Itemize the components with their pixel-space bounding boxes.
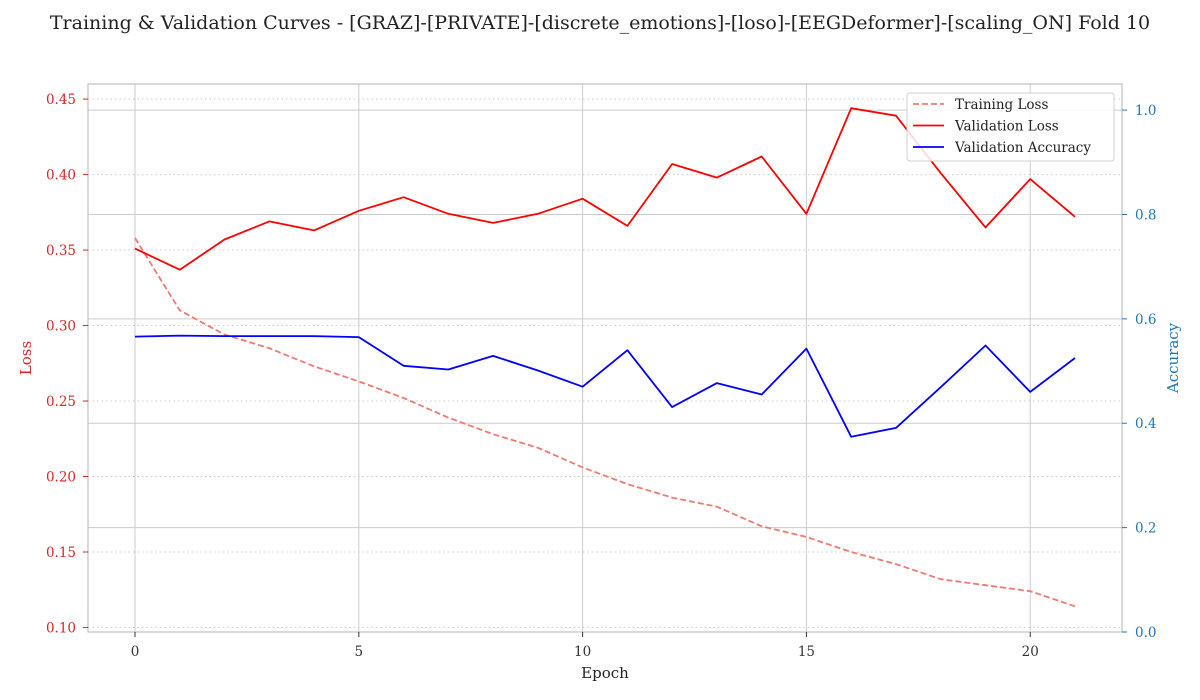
left-y-tick-label: 0.25 [46,394,76,410]
x-tick-label: 5 [355,644,364,660]
x-axis-label: Epoch [581,664,629,682]
x-tick-label: 15 [798,644,815,660]
legend-label: Validation Loss [954,119,1059,135]
x-axis: 0 5 10 15 20 [131,632,1039,660]
chart-title: Training & Validation Curves - [GRAZ]-[P… [50,12,1150,34]
series-line-0 [134,237,1076,608]
x-tick-label: 20 [1022,644,1039,660]
right-y-tick-label: 0.8 [1135,207,1156,223]
series-lines [134,107,1076,608]
right-y-tick-label: 0.2 [1135,521,1156,537]
right-y-axis: 0.0 0.2 0.4 0.6 0.8 1.0 [1122,103,1156,641]
legend-label: Validation Accuracy [954,140,1091,156]
left-y-tick-label: 0.45 [46,92,76,108]
grid-lines [88,84,1122,633]
left-y-tick-label: 0.30 [46,319,76,335]
legend-label: Training Loss [955,97,1048,113]
x-tick-label: 0 [131,644,140,660]
left-y-tick-label: 0.10 [46,620,76,636]
right-y-tick-label: 0.6 [1135,312,1156,328]
left-y-tick-label: 0.35 [46,243,76,259]
x-tick-label: 10 [574,644,591,660]
plot-frame [87,83,1123,633]
right-y-axis-label: Accuracy [1164,322,1182,394]
right-y-tick-label: 1.0 [1135,103,1156,119]
left-y-axis-label: Loss [17,341,35,375]
left-y-tick-label: 0.15 [46,545,76,561]
series-line-2 [134,334,1076,438]
right-y-tick-label: 0.4 [1135,416,1156,432]
left-y-tick-label: 0.40 [46,168,76,184]
right-y-tick-label: 0.0 [1135,625,1156,641]
legend-box [906,92,1115,162]
left-y-axis: 0.10 0.15 0.20 0.25 0.30 0.35 0.40 0.45 [46,92,88,636]
legend: Training Loss Validation Loss Validation A… [906,92,1115,162]
left-y-tick-label: 0.20 [46,470,76,486]
